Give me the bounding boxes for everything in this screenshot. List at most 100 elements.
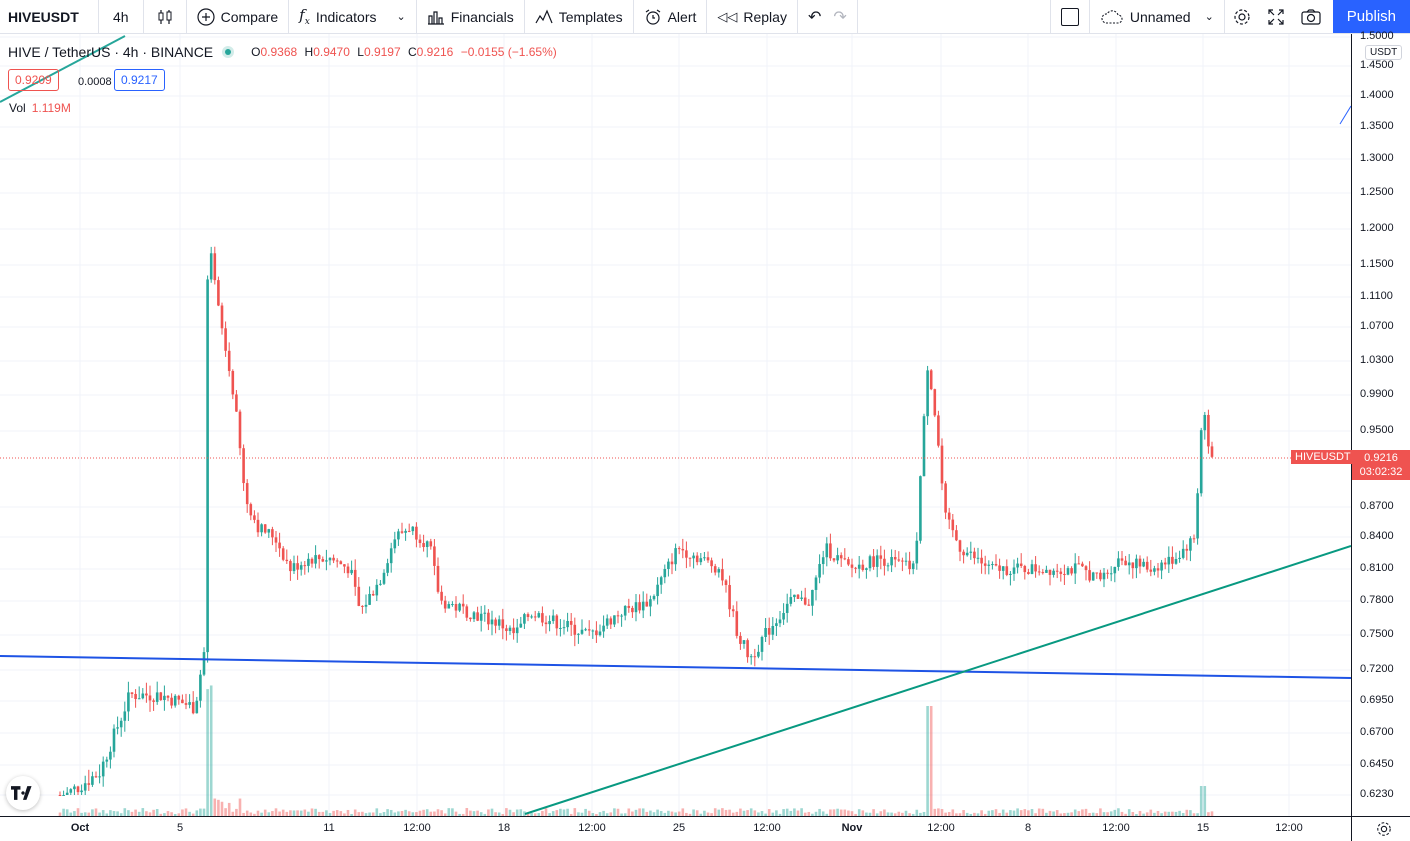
alert-button[interactable]: Alert	[634, 0, 708, 33]
indicators-button[interactable]: fx Indicators ⌄	[289, 0, 417, 33]
gear-icon[interactable]	[1376, 821, 1392, 837]
price-tick-label: 0.8700	[1360, 500, 1394, 512]
candle-body	[181, 699, 184, 704]
candle-body	[1210, 446, 1214, 457]
candle-body	[670, 561, 674, 565]
volume-bar	[749, 808, 753, 816]
volume-bar	[893, 813, 897, 816]
volume-bar	[602, 810, 605, 816]
replay-button[interactable]: ◁◁ Replay	[707, 0, 798, 33]
series-legend[interactable]: HIVE / TetherUS · 4h · BINANCE O0.9368 H…	[8, 44, 557, 60]
volume-bar	[1081, 809, 1084, 816]
interval-button[interactable]: 4h	[99, 0, 144, 33]
gear-icon	[1234, 8, 1250, 25]
settings-button[interactable]	[1225, 0, 1259, 33]
time-axis[interactable]	[0, 816, 1351, 841]
candle-body	[1045, 569, 1048, 573]
volume-bar	[274, 808, 278, 816]
volume-bar	[184, 808, 188, 816]
price-axis[interactable]	[1351, 34, 1410, 816]
candle-body	[1091, 572, 1095, 581]
symbol-search-button[interactable]: HIVEUSDT	[0, 0, 99, 33]
series-title[interactable]: HIVE / TetherUS · 4h · BINANCE	[8, 44, 214, 60]
volume-bar	[965, 812, 969, 816]
candles-icon	[158, 9, 172, 24]
candle-body	[299, 565, 303, 570]
multi-layout-button[interactable]	[1049, 0, 1090, 33]
candle-body	[771, 625, 775, 635]
candle-body	[836, 555, 839, 561]
volume-bar	[1174, 811, 1178, 816]
compare-button[interactable]: Compare	[187, 0, 290, 33]
buy-price-button[interactable]: 0.9217	[114, 69, 165, 91]
volume-bar	[1153, 812, 1156, 816]
volume-bar	[1084, 808, 1088, 816]
candle-body	[116, 727, 119, 729]
candle-body	[1109, 573, 1113, 575]
chart-pane[interactable]	[0, 34, 1351, 816]
undo-button[interactable]: ↶	[798, 0, 827, 33]
candle-body	[166, 695, 170, 698]
volume-bar	[631, 811, 634, 816]
financials-button[interactable]: Financials	[417, 0, 525, 33]
volume-bar	[1091, 812, 1095, 816]
volume-bar	[368, 812, 371, 816]
volume-bar	[69, 812, 73, 816]
candle-body	[1189, 538, 1192, 551]
volume-bar	[375, 808, 379, 816]
currency-badge[interactable]: USDT	[1365, 45, 1403, 60]
top-toolbar: HIVEUSDT 4h Compare fx Indicators ⌄ Fina…	[0, 0, 1410, 34]
candle-body	[1167, 556, 1171, 565]
candle-body	[832, 558, 836, 561]
publish-button[interactable]: Publish	[1332, 0, 1410, 33]
candle-body	[609, 618, 613, 625]
volume-bar	[1070, 812, 1073, 816]
tradingview-logo[interactable]	[6, 776, 40, 810]
candle-body	[778, 619, 782, 624]
volume-bar	[94, 808, 98, 816]
volume-bar	[825, 813, 829, 816]
candle-body	[379, 583, 382, 585]
volume-bar	[663, 812, 667, 816]
price-chart[interactable]	[0, 34, 1351, 816]
volume-bar	[775, 810, 778, 816]
candle-body	[271, 529, 274, 538]
snapshot-button[interactable]	[1293, 0, 1329, 33]
candle-body	[307, 558, 310, 566]
volume-bar	[1023, 809, 1027, 816]
templates-button[interactable]: Templates	[525, 0, 634, 33]
spread-value: 0.0008	[78, 76, 112, 88]
redo-icon: ↷	[833, 8, 847, 26]
volume-bar	[397, 811, 400, 816]
sell-price-button[interactable]: 0.9209	[8, 69, 59, 91]
axis-corner[interactable]	[1351, 816, 1410, 841]
volume-legend[interactable]: Vol 1.119M	[9, 101, 71, 115]
volume-bar	[447, 808, 451, 816]
fullscreen-button[interactable]	[1259, 0, 1293, 33]
volume-bar	[83, 812, 87, 816]
volume-bar	[836, 808, 839, 816]
candle-body	[109, 751, 112, 760]
candle-body	[389, 548, 393, 564]
volume-bar	[649, 810, 652, 816]
redo-button[interactable]: ↷	[827, 0, 858, 33]
volume-bar	[890, 812, 893, 816]
candle-body	[872, 556, 875, 567]
volume-bar	[1009, 810, 1012, 816]
volume-bar	[127, 810, 130, 816]
chart-type-button[interactable]	[144, 0, 187, 33]
layout-name-button[interactable]: Unnamed ⌄	[1090, 0, 1225, 33]
volume-bar	[1117, 808, 1120, 816]
volume-bar	[411, 812, 415, 816]
candle-body	[458, 603, 461, 611]
volume-bar	[584, 808, 587, 816]
candle-body	[944, 483, 947, 513]
candle-body	[1153, 568, 1156, 572]
candle-body	[263, 524, 267, 533]
volume-bar	[328, 813, 332, 816]
volume-bar	[821, 811, 825, 816]
market-status-icon	[225, 49, 232, 55]
candle-body	[965, 552, 969, 556]
candle-body	[1027, 572, 1030, 574]
candle-body	[1001, 566, 1005, 571]
